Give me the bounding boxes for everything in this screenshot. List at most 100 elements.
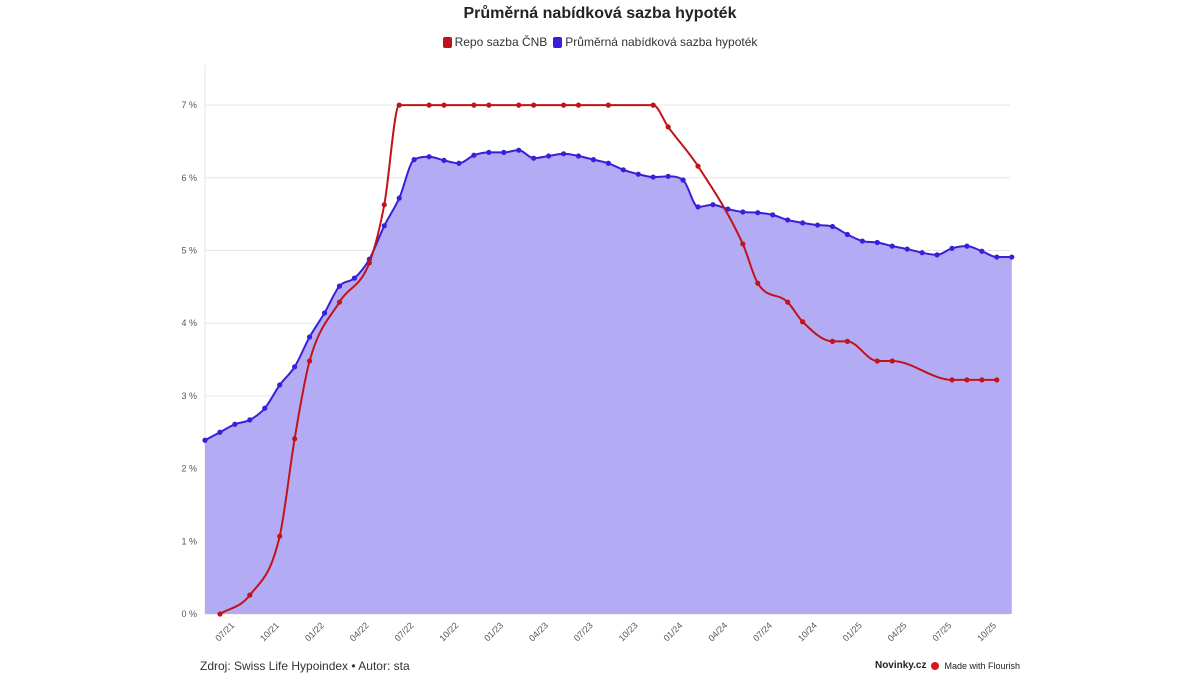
data-point-mortgage	[605, 160, 611, 166]
data-point-mortgage	[292, 364, 298, 370]
chart-title: Průměrná nabídková sazba hypoték	[463, 5, 737, 22]
data-point-mortgage	[516, 147, 522, 153]
data-point-repo	[336, 299, 343, 305]
data-point-repo	[396, 102, 402, 108]
data-point-mortgage	[471, 152, 477, 158]
data-point-repo	[889, 358, 895, 364]
data-point-mortgage	[306, 334, 313, 340]
y-tick-label: 2 %	[181, 464, 197, 474]
data-point-mortgage	[755, 210, 761, 216]
brand-logo[interactable]: Novinky.cz	[874, 660, 927, 671]
x-tick-label: 07/21	[213, 620, 236, 643]
data-point-mortgage	[785, 217, 791, 223]
data-point-repo	[994, 377, 1000, 383]
data-point-mortgage	[531, 155, 537, 161]
data-point-repo	[366, 260, 372, 266]
data-point-repo	[665, 124, 671, 130]
data-point-repo	[292, 436, 298, 442]
data-point-mortgage	[740, 209, 746, 215]
data-point-mortgage	[277, 382, 283, 388]
legend: Repo sazba ČNB Průměrná nabídková sazba …	[0, 35, 1200, 49]
data-point-mortgage	[396, 195, 402, 201]
data-point-mortgage	[560, 151, 567, 157]
y-tick-label: 7 %	[181, 100, 197, 110]
data-point-mortgage	[321, 310, 328, 316]
data-point-repo	[516, 102, 522, 108]
x-tick-label: 01/25	[841, 620, 864, 643]
data-point-mortgage	[590, 157, 597, 163]
x-tick-label: 10/22	[437, 620, 460, 643]
y-tick-label: 4 %	[181, 318, 197, 328]
y-tick-label: 6 %	[181, 173, 197, 183]
data-point-repo	[964, 377, 970, 383]
legend-item-mortgage[interactable]: Průměrná nabídková sazba hypoték	[553, 35, 757, 49]
source-note: Zdroj: Swiss Life Hypoindex • Autor: sta	[200, 659, 410, 673]
data-point-repo	[874, 358, 880, 364]
legend-label-mortgage: Průměrná nabídková sazba hypoték	[565, 35, 758, 49]
data-point-mortgage	[381, 223, 387, 229]
data-point-repo	[277, 533, 283, 539]
made-with-flourish[interactable]: Made with Flourish	[944, 660, 1020, 671]
x-tick-label: 01/23	[482, 620, 505, 643]
data-point-mortgage	[575, 153, 582, 159]
data-point-mortgage	[486, 149, 492, 155]
data-point-mortgage	[889, 243, 895, 249]
credits: Novinky.cz Made with Flourish	[875, 660, 1020, 671]
y-tick-label: 5 %	[181, 246, 197, 256]
data-point-repo	[560, 102, 567, 108]
data-point-mortgage	[934, 252, 940, 258]
data-point-repo	[381, 202, 387, 208]
x-tick-label: 10/24	[796, 620, 819, 643]
data-point-mortgage	[336, 283, 343, 289]
x-tick-label: 04/24	[706, 620, 729, 643]
data-point-mortgage	[411, 157, 417, 163]
data-point-mortgage	[979, 248, 985, 254]
legend-label-repo: Repo sazba ČNB	[454, 35, 548, 49]
data-point-mortgage	[994, 254, 1000, 260]
data-point-mortgage	[665, 173, 671, 179]
data-point-mortgage	[546, 153, 552, 159]
data-point-repo	[531, 102, 537, 108]
data-point-mortgage	[635, 171, 641, 177]
data-point-mortgage	[844, 231, 851, 238]
data-point-repo	[829, 338, 836, 344]
x-tick-label: 07/23	[572, 620, 595, 643]
x-tick-label: 04/23	[527, 620, 550, 643]
data-point-mortgage	[262, 405, 268, 411]
y-tick-label: 1 %	[181, 536, 197, 546]
data-point-mortgage	[814, 222, 821, 228]
data-point-repo	[949, 377, 955, 383]
data-point-repo	[471, 102, 477, 108]
data-point-repo	[695, 163, 701, 169]
data-point-mortgage	[964, 243, 970, 249]
data-point-mortgage	[919, 250, 925, 256]
data-point-repo	[605, 102, 611, 108]
data-point-mortgage	[859, 238, 865, 244]
x-tick-label: 07/22	[393, 620, 416, 643]
data-point-repo	[979, 377, 985, 383]
data-point-repo	[755, 280, 761, 286]
data-point-mortgage	[770, 212, 776, 218]
data-point-mortgage	[456, 160, 462, 166]
x-tick-label: 10/23	[617, 620, 640, 643]
data-point-repo	[217, 611, 223, 617]
x-tick-label: 04/25	[886, 620, 909, 643]
data-point-mortgage	[426, 154, 432, 160]
data-point-repo	[426, 102, 432, 108]
y-tick-label: 0 %	[181, 609, 197, 619]
data-point-mortgage	[904, 246, 910, 252]
x-tick-label: 07/25	[930, 620, 953, 643]
data-point-mortgage	[620, 167, 626, 173]
data-point-mortgage	[949, 245, 955, 251]
data-point-mortgage	[247, 417, 253, 423]
data-point-mortgage	[695, 204, 701, 210]
data-point-mortgage	[501, 149, 507, 155]
data-point-mortgage	[217, 429, 223, 435]
x-tick-label: 04/22	[348, 620, 371, 643]
data-point-repo	[650, 102, 656, 108]
data-point-repo	[575, 102, 582, 108]
legend-item-repo[interactable]: Repo sazba ČNB	[442, 35, 548, 49]
data-point-mortgage	[1009, 254, 1015, 260]
data-point-mortgage	[232, 421, 238, 427]
